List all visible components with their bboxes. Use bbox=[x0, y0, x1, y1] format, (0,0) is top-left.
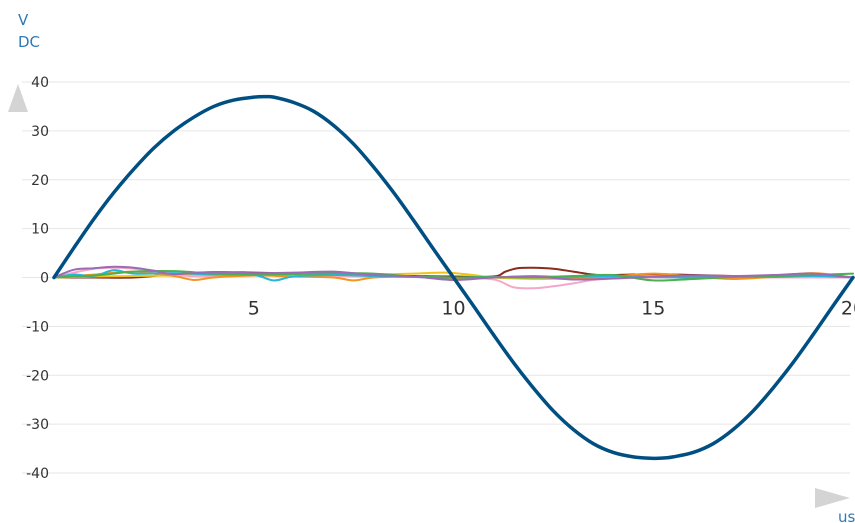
y-axis-arrow bbox=[8, 84, 28, 112]
y-tick-label: -10 bbox=[26, 319, 49, 335]
y-tick-label: 10 bbox=[31, 222, 49, 238]
series-line-main bbox=[52, 94, 855, 461]
x-tick-label: 5 bbox=[248, 298, 260, 320]
tick-labels: 40 30 20 10 0 -10 -20 -30 -40 5 10 15 20 bbox=[26, 75, 855, 482]
y-tick-label: -30 bbox=[26, 417, 49, 433]
x-tick-label: 10 bbox=[441, 298, 465, 320]
y-tick-label: 40 bbox=[31, 75, 49, 91]
y-tick-label: 20 bbox=[31, 173, 49, 189]
series-line-7 bbox=[53, 265, 854, 281]
x-unit-label: us bbox=[838, 508, 855, 523]
y-tick-label: 0 bbox=[40, 271, 49, 287]
y-unit-label-v: V bbox=[18, 11, 29, 29]
x-axis-arrow bbox=[815, 488, 850, 508]
y-tick-label: -20 bbox=[26, 368, 49, 384]
x-tick-label: 20 bbox=[841, 298, 855, 320]
series-lines bbox=[52, 94, 855, 461]
y-tick-label: -40 bbox=[26, 466, 49, 482]
axes bbox=[8, 84, 850, 508]
y-tick-label: 30 bbox=[31, 124, 49, 140]
x-tick-label: 15 bbox=[641, 298, 665, 320]
y-unit-label-dc: DC bbox=[18, 33, 40, 51]
